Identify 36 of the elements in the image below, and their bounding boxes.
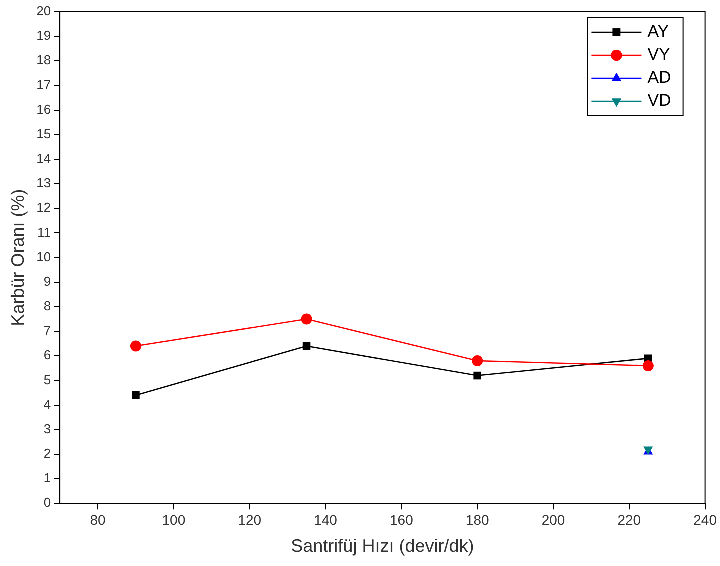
legend-label: AD xyxy=(648,68,672,88)
y-tick-label: 0 xyxy=(44,495,52,510)
y-tick-label: 4 xyxy=(44,396,52,412)
y-tick-label: 13 xyxy=(36,176,52,191)
y-tick-label: 6 xyxy=(44,348,52,363)
x-tick-label: 180 xyxy=(466,512,490,528)
y-tick-label: 11 xyxy=(38,224,52,240)
y-tick-label: 19 xyxy=(36,28,52,44)
y-tick-label: 14 xyxy=(36,151,52,166)
y-tick-label: 15 xyxy=(36,126,52,142)
x-axis-title: Santrifüj Hızı (devir/dk) xyxy=(291,536,474,556)
x-tick-label: 80 xyxy=(90,512,106,528)
y-tick-label: 20 xyxy=(36,4,52,19)
y-tick-label: 3 xyxy=(44,421,52,436)
y-tick-label: 10 xyxy=(36,249,52,264)
x-tick-label: 200 xyxy=(542,512,566,528)
y-tick-label: 1 xyxy=(44,470,52,486)
y-tick-label: 12 xyxy=(36,200,52,216)
x-tick-label: 140 xyxy=(314,512,338,528)
legend-label: AY xyxy=(648,22,670,42)
x-tick-label: 160 xyxy=(390,512,414,528)
y-tick-label: 16 xyxy=(36,102,52,117)
legend-label: VD xyxy=(648,91,672,110)
y-tick-label: 7 xyxy=(44,323,52,338)
y-tick-label: 17 xyxy=(36,77,52,92)
x-tick-label: 240 xyxy=(694,512,718,528)
y-tick-label: 5 xyxy=(44,372,52,388)
legend-label: VY xyxy=(648,45,670,64)
x-tick-label: 100 xyxy=(162,512,186,528)
y-axis-title: Karbür Oranı (%) xyxy=(8,189,28,326)
x-tick-label: 220 xyxy=(618,512,642,528)
y-tick-label: 9 xyxy=(44,274,52,289)
y-tick-label: 8 xyxy=(44,298,52,314)
y-tick-label: 2 xyxy=(44,446,52,462)
y-tick-label: 18 xyxy=(36,52,52,68)
x-tick-label: 120 xyxy=(238,512,262,528)
